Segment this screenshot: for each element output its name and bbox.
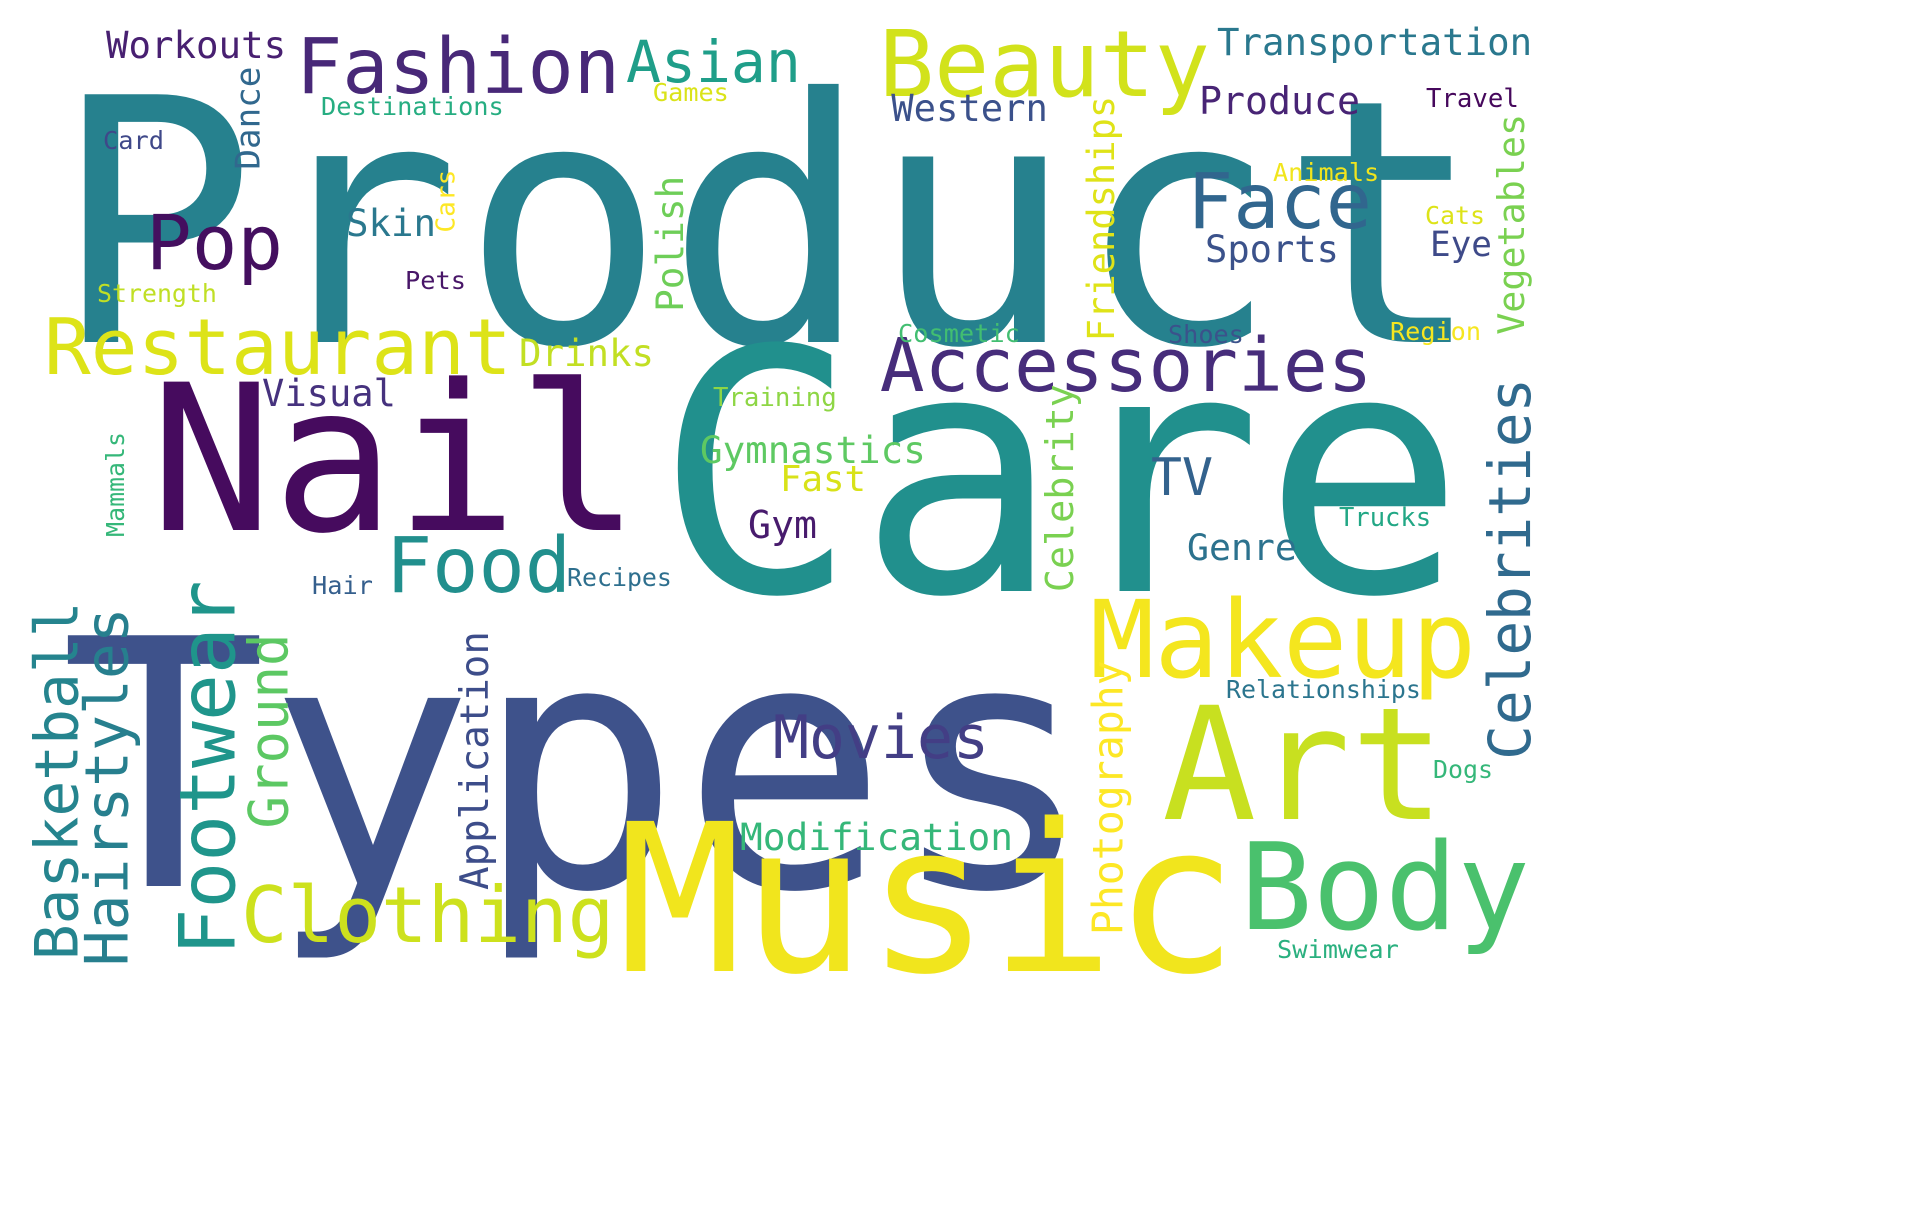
word-transportation: Transportation [1217, 20, 1533, 65]
word-pop: Pop [146, 198, 284, 287]
word-eye: Eye [1430, 224, 1492, 265]
word-photography: Photography [1083, 660, 1133, 935]
word-celebrities: Celebrities [1475, 378, 1544, 761]
word-application: Application [452, 631, 498, 890]
word-animals: Animals [1273, 157, 1380, 187]
word-hair: Hair [312, 570, 373, 600]
word-modification: Modification [740, 814, 1014, 859]
word-workouts: Workouts [106, 23, 287, 68]
word-mammals: Mammals [101, 432, 130, 537]
word-cars: Cars [431, 169, 462, 234]
word-recipes: Recipes [567, 562, 672, 592]
word-dogs: Dogs [1433, 755, 1493, 784]
word-training: Training [713, 382, 837, 413]
word-care: Care [655, 279, 1466, 671]
word-card: Card [103, 125, 164, 155]
word-vegetables: Vegetables [1489, 114, 1533, 335]
word-product: Product [52, 27, 1485, 423]
word-genre: Genre [1187, 525, 1297, 569]
word-polish: Polish [648, 175, 693, 313]
word-face: Face [1187, 157, 1372, 247]
word-ground: Ground [237, 632, 301, 829]
word-restaurant: Restaurant [44, 303, 512, 394]
word-fashion: Fashion [296, 23, 621, 113]
word-produce: Produce [1199, 79, 1360, 124]
word-strength: Strength [97, 278, 217, 308]
word-movies: Movies [773, 703, 990, 774]
word-swimwear: Swimwear [1277, 934, 1399, 964]
word-drinks: Drinks [519, 331, 655, 376]
word-visual: Visual [262, 371, 396, 415]
word-sports: Sports [1205, 228, 1339, 271]
word-cosmetic: Cosmetic [898, 318, 1020, 348]
word-food: Food [385, 521, 572, 611]
word-shoes: Shoes [1168, 320, 1244, 350]
word-region: Region [1390, 316, 1481, 346]
word-friendships: Friendships [1079, 96, 1123, 342]
word-footwear: Footwear [163, 579, 254, 956]
word-trucks: Trucks [1339, 502, 1432, 533]
word-cats: Cats [1425, 200, 1485, 230]
word-games: Games [653, 78, 729, 108]
word-destinations: Destinations [321, 92, 504, 122]
word-art: Art [1162, 673, 1446, 856]
word-asian: Asian [626, 27, 801, 96]
word-nail: Nail [150, 340, 641, 578]
word-beauty: Beauty [879, 11, 1210, 119]
word-relationships: Relationships [1226, 675, 1421, 704]
word-fast: Fast [780, 458, 866, 500]
word-travel: Travel [1426, 83, 1519, 114]
word-gymnastics: Gymnastics [700, 428, 926, 473]
word-clothing: Clothing [241, 871, 615, 962]
word-tv: TV [1151, 448, 1214, 509]
word-types: Types [60, 567, 1096, 968]
word-body: Body [1240, 818, 1530, 959]
word-western: Western [891, 85, 1048, 130]
word-pets: Pets [405, 265, 466, 295]
word-skin: Skin [346, 200, 437, 245]
word-dance: Dance [227, 67, 268, 170]
word-celebrity: Celebrity [1037, 383, 1083, 593]
word-music: Music [618, 780, 1239, 1020]
word-basketball: Basketball [23, 601, 93, 960]
word-gym: Gym [748, 504, 817, 549]
word-accessories: Accessories [879, 321, 1373, 409]
word-makeup: Makeup [1090, 579, 1477, 704]
